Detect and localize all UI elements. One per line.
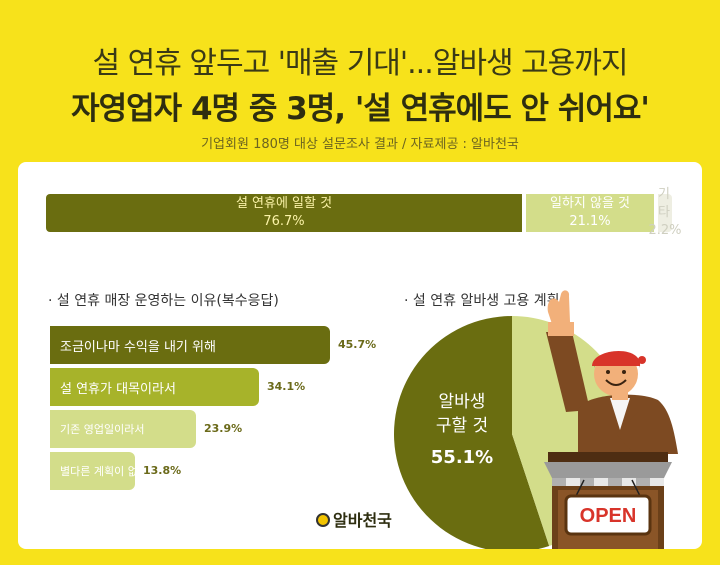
logo-text: 알바천국: [333, 511, 392, 530]
pie-label: 알바생 구할 것 55.1%: [422, 390, 502, 470]
albachunguk-logo: 알바천국: [316, 507, 392, 531]
reason-value: 45.7%: [338, 338, 377, 351]
stacked-segment: 기타 2.2%: [648, 187, 681, 238]
title-line-2: 자영업자 4명 중 3명, '설 연휴에도 안 쉬어요': [71, 91, 650, 127]
reason-bar: 조금이나마 수익을 내기 위해: [50, 326, 330, 364]
reasons-title: · 설 연휴 매장 운영하는 이유(복수응답): [48, 293, 279, 309]
reason-bar: 설 연휴가 대목이라서: [50, 368, 259, 406]
hiring-title: · 설 연휴 알바생 고용 계획: [404, 293, 560, 309]
segment-label: 설 연휴에 일할 것: [235, 196, 333, 211]
reason-value: 23.9%: [204, 422, 243, 435]
pie-label-line2: 구할 것: [435, 416, 489, 436]
stacked-segment: 일하지 않을 것 21.1%: [526, 194, 654, 232]
segment-value: 76.7%: [263, 214, 305, 229]
reason-value: 13.8%: [143, 464, 182, 477]
segment-value: 2.2%: [648, 223, 682, 238]
title-line-1: 설 연휴 앞두고 '매출 기대'...알바생 고용까지: [92, 46, 629, 81]
pie-label-value: 55.1%: [430, 447, 494, 468]
bee-icon: [316, 513, 330, 527]
subtitle: 기업회원 180명 대상 설문조사 결과 / 자료제공 : 알바천국: [201, 137, 519, 152]
segment-label: 일하지 않을 것: [549, 196, 631, 211]
reason-bar: 별다른 계획이 없어서: [50, 452, 158, 490]
shopkeeper-illustration: OPEN: [544, 290, 678, 549]
stacked-bar: 설 연휴에 일할 것 76.7% 일하지 않을 것 21.1% 기타 2.2%: [46, 187, 682, 238]
stacked-segment: 설 연휴에 일할 것 76.7%: [46, 194, 522, 232]
pie-label-line1: 알바생: [438, 392, 486, 412]
pie-slice-hire: [394, 316, 550, 549]
chart-card: 설 연휴에 일할 것 76.7% 일하지 않을 것 21.1% 기타 2.2% · 설 연…: [18, 162, 702, 549]
open-sign-text: OPEN: [580, 505, 637, 527]
segment-value: 21.1%: [569, 214, 611, 229]
reason-bar: 기존 영업일이라서: [50, 410, 196, 448]
reason-value: 34.1%: [267, 380, 306, 393]
segment-label: 기타: [658, 187, 670, 220]
